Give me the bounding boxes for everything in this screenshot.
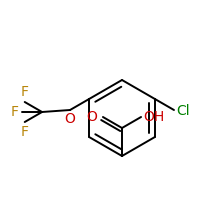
Text: F: F xyxy=(11,105,19,119)
Text: O: O xyxy=(65,112,75,126)
Text: F: F xyxy=(21,125,29,139)
Text: Cl: Cl xyxy=(176,104,190,118)
Text: F: F xyxy=(21,85,29,99)
Text: O: O xyxy=(86,110,97,124)
Text: OH: OH xyxy=(143,110,164,124)
